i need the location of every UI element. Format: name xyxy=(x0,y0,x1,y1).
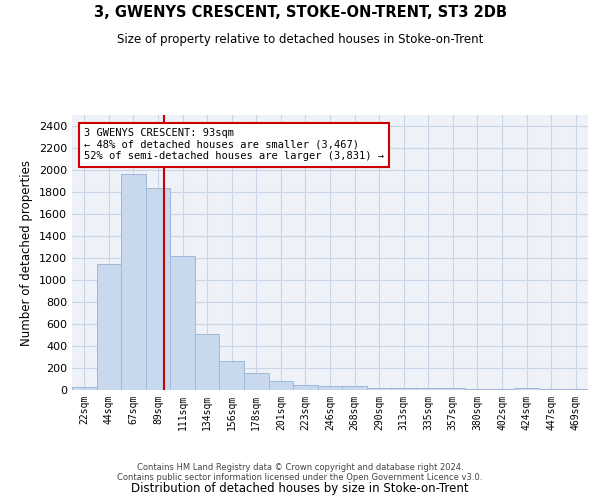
Bar xyxy=(121,174,146,390)
Bar xyxy=(72,386,97,390)
Text: Distribution of detached houses by size in Stoke-on-Trent: Distribution of detached houses by size … xyxy=(131,482,469,495)
Bar xyxy=(342,386,367,390)
Text: Contains HM Land Registry data © Crown copyright and database right 2024.
Contai: Contains HM Land Registry data © Crown c… xyxy=(118,462,482,482)
Text: 3 GWENYS CRESCENT: 93sqm
← 48% of detached houses are smaller (3,467)
52% of sem: 3 GWENYS CRESCENT: 93sqm ← 48% of detach… xyxy=(84,128,384,162)
Bar xyxy=(416,388,440,390)
Bar xyxy=(244,373,269,390)
Bar xyxy=(293,385,318,390)
Bar xyxy=(170,256,195,390)
Bar xyxy=(440,388,465,390)
Bar xyxy=(146,188,170,390)
Bar xyxy=(514,388,539,390)
Bar xyxy=(318,386,342,390)
Bar xyxy=(195,334,220,390)
Y-axis label: Number of detached properties: Number of detached properties xyxy=(20,160,34,346)
Bar xyxy=(391,388,416,390)
Bar xyxy=(97,264,121,390)
Bar xyxy=(367,388,391,390)
Bar xyxy=(269,380,293,390)
Text: Size of property relative to detached houses in Stoke-on-Trent: Size of property relative to detached ho… xyxy=(117,32,483,46)
Text: 3, GWENYS CRESCENT, STOKE-ON-TRENT, ST3 2DB: 3, GWENYS CRESCENT, STOKE-ON-TRENT, ST3 … xyxy=(94,5,506,20)
Bar xyxy=(220,361,244,390)
